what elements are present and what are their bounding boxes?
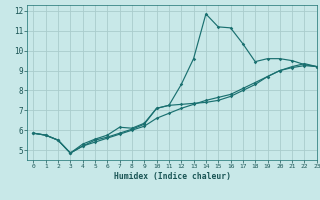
X-axis label: Humidex (Indice chaleur): Humidex (Indice chaleur) bbox=[114, 172, 230, 181]
